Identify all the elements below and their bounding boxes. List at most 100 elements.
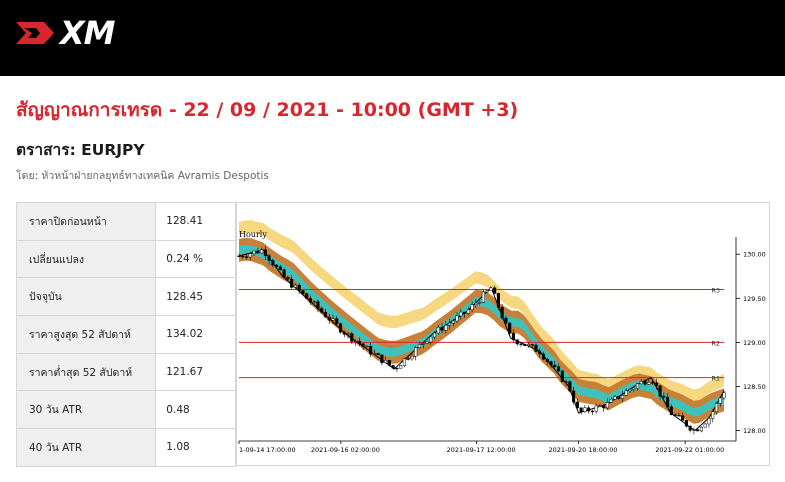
candle-body xyxy=(425,341,429,344)
candle-body xyxy=(718,397,722,404)
candle-body xyxy=(489,287,493,291)
candle-body xyxy=(260,249,264,254)
candle-body xyxy=(384,360,388,364)
candle-body xyxy=(451,320,455,324)
candle-body xyxy=(387,360,391,366)
candle-body xyxy=(444,325,448,331)
candle-body xyxy=(658,385,662,397)
stat-value: 0.48 xyxy=(155,390,236,430)
candle-body xyxy=(496,293,500,308)
candle-body xyxy=(523,344,527,346)
upper-band xyxy=(239,220,724,402)
candle-body xyxy=(256,250,260,254)
x-tick-label: 1-09-14 17:00:00 xyxy=(239,446,296,454)
candle-body xyxy=(429,336,433,343)
candle-body xyxy=(722,392,726,399)
candle-body xyxy=(365,345,369,348)
candle-body xyxy=(677,415,681,417)
candle-body xyxy=(594,405,598,412)
candle-body xyxy=(515,339,519,345)
candle-body xyxy=(635,383,640,389)
candle-body xyxy=(688,425,692,431)
x-tick-label: 2021-09-22 01:00:00 xyxy=(655,446,724,454)
candle-body xyxy=(361,343,365,347)
stat-label: 30 วัน ATR xyxy=(15,390,157,430)
candle-body xyxy=(463,311,467,314)
candle-body xyxy=(568,381,572,392)
candle-body xyxy=(530,344,534,346)
table-row: 30 วัน ATR 0.48 xyxy=(15,390,236,430)
candle-body xyxy=(474,302,478,305)
candle-body xyxy=(605,402,609,409)
candle-body xyxy=(455,315,459,322)
candle-body xyxy=(602,405,606,409)
candle-body xyxy=(316,301,320,309)
candle-body xyxy=(470,304,474,311)
candle-body xyxy=(376,353,380,356)
candle-body xyxy=(350,333,354,342)
candle-body xyxy=(511,333,516,341)
candle-body xyxy=(241,255,245,258)
candle-body xyxy=(414,347,418,357)
candle-body xyxy=(613,396,617,400)
candle-body xyxy=(560,370,564,382)
stat-label: เปลี่ยนแปลง xyxy=(15,239,157,279)
candle-body xyxy=(504,317,508,324)
brand-logo[interactable]: XM xyxy=(14,14,116,52)
candle-body xyxy=(666,396,670,408)
candle-body xyxy=(421,343,425,345)
candle-body xyxy=(481,291,485,303)
candle-body xyxy=(320,308,324,313)
candle-body xyxy=(508,322,512,334)
candle-body xyxy=(669,406,673,416)
candle-body xyxy=(485,290,489,293)
candle-body xyxy=(617,396,621,399)
candle-body xyxy=(312,301,316,303)
candle-body xyxy=(643,381,647,385)
candle-body xyxy=(436,327,440,334)
candle-body xyxy=(681,415,685,421)
chart-timeframe-label: Hourly xyxy=(239,230,267,239)
candle-body xyxy=(346,333,350,335)
price-chart: R3 R2 R1 130.00 129.50 129.00 128.50 128.00 1-09… xyxy=(236,202,770,466)
table-row: ราคาสูงสุด 52 สัปดาห์ 134.02 xyxy=(15,315,236,354)
table-row: ราคาปิดก่อนหน้า 128.41 xyxy=(15,202,236,241)
candle-body xyxy=(583,407,587,412)
stat-label: ปัจจุบัน xyxy=(15,277,157,317)
candle-body xyxy=(399,365,403,369)
stat-label: ราคาปิดก่อนหน้า xyxy=(15,202,157,241)
level-label: R2 xyxy=(711,339,720,347)
candle-body xyxy=(323,311,328,318)
candle-body xyxy=(478,302,482,304)
stats-table: ราคาปิดก่อนหน้า 128.41 เปลี่ยนแปลง 0.24 … xyxy=(15,202,236,467)
stat-value: 121.67 xyxy=(155,352,236,392)
candle-body xyxy=(673,414,677,416)
candle-body xyxy=(545,358,549,362)
candle-body xyxy=(282,269,286,278)
y-tick-label: 130.00 xyxy=(743,251,766,259)
candle-body xyxy=(301,290,305,294)
candle-body xyxy=(598,405,602,407)
signal-title: สัญญาณการเทรด - 22 / 09 / 2021 - 10:00 (… xyxy=(16,99,519,121)
candle-body xyxy=(342,331,346,335)
candle-body xyxy=(553,364,557,368)
candle-body xyxy=(369,345,373,355)
candle-body xyxy=(406,358,410,360)
candle-body xyxy=(391,365,395,369)
candle-body xyxy=(331,318,335,321)
table-row: ราคาต่ำสุด 52 สัปดาห์ 121.67 xyxy=(15,352,236,392)
candle-body xyxy=(654,382,658,386)
candle-body xyxy=(620,395,625,399)
candle-body xyxy=(624,390,628,396)
candle-body xyxy=(278,266,282,270)
candle-body xyxy=(632,387,636,390)
candle-body xyxy=(357,340,361,345)
candle-body xyxy=(639,381,643,385)
candle-body xyxy=(707,418,711,425)
author-byline: โดย: หัวหน้าฝ่ายกลยุทธ์ทางเทคนิค Avramis… xyxy=(16,170,269,182)
candle-body xyxy=(692,429,696,431)
candle-body xyxy=(293,284,297,288)
candle-body xyxy=(459,311,463,317)
candle-body xyxy=(237,255,241,258)
candle-body xyxy=(290,278,294,288)
